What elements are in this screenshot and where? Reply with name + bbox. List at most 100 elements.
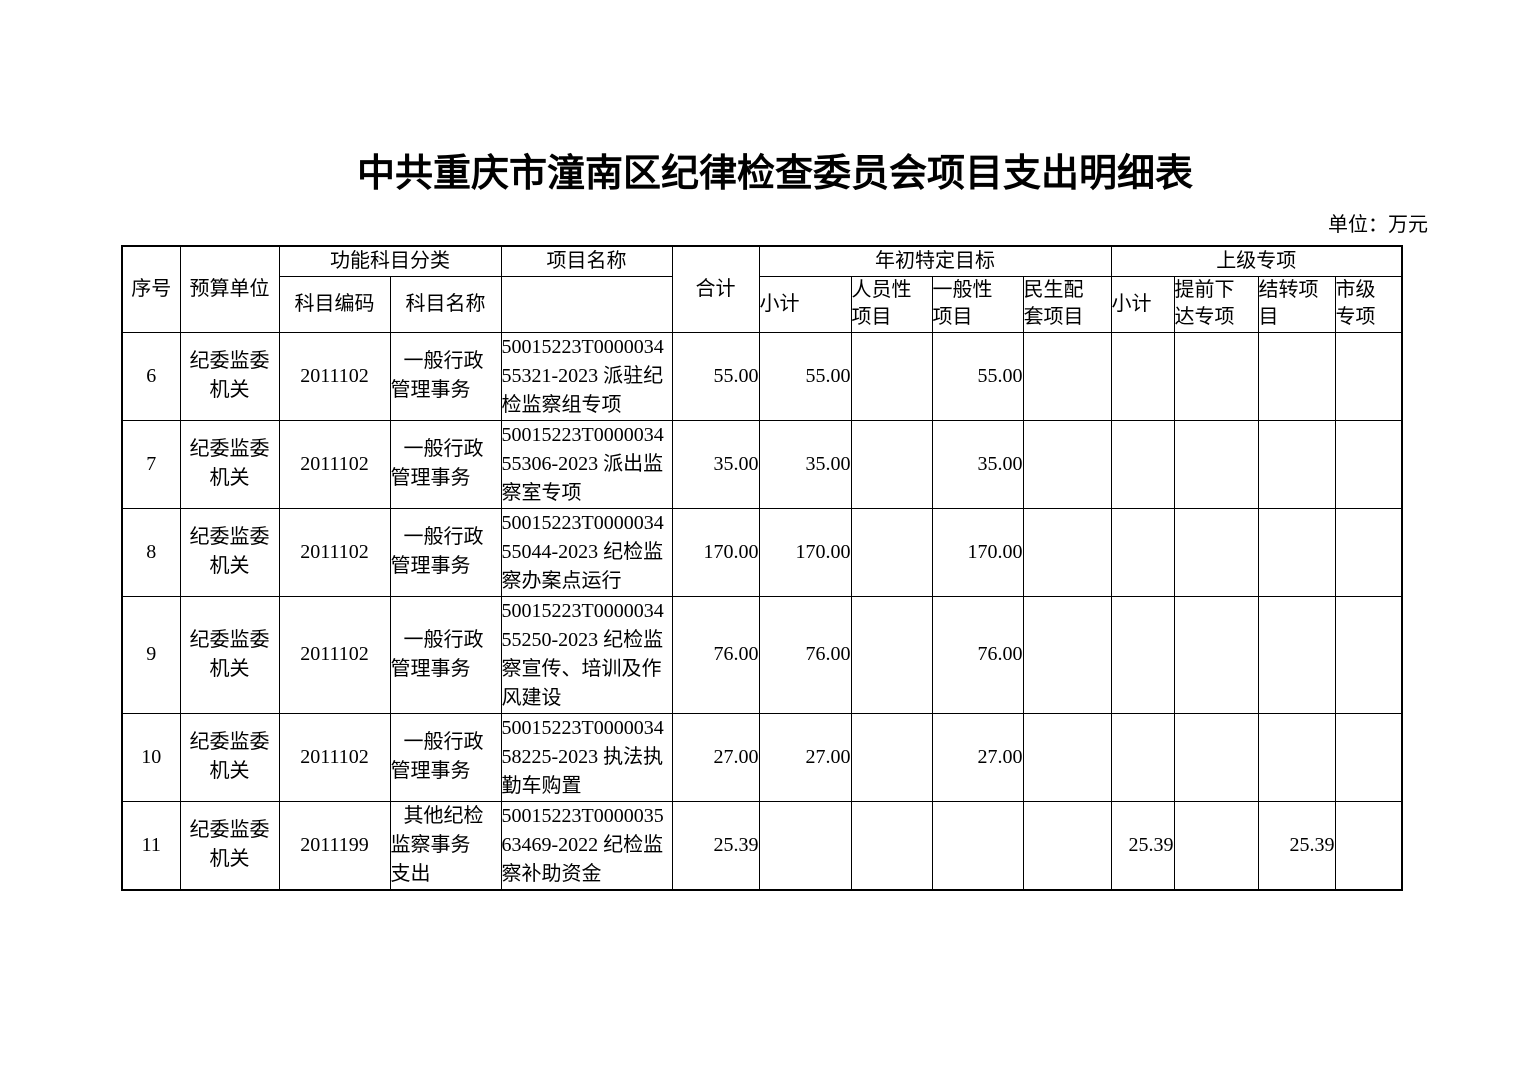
page-title: 中共重庆市潼南区纪律检查委员会项目支出明细表	[356, 153, 1193, 195]
cell-subject-name: 一般行政 管理事务	[389, 595, 502, 714]
cell-sup-carryover	[1257, 331, 1336, 421]
cell-sup-advance	[1173, 712, 1259, 802]
cell-yb-general: 170.00	[931, 507, 1024, 597]
cell-yb-general: 27.00	[931, 712, 1024, 802]
cell-sup-subtotal	[1110, 712, 1175, 802]
cell-subject-code: 2011102	[278, 712, 391, 802]
cell-seq: 11	[121, 800, 181, 890]
header-superior-group: 上级专项	[1110, 245, 1403, 277]
cell-seq: 8	[121, 507, 181, 597]
header-yb-personnel: 人员性 项目	[850, 275, 933, 333]
cell-yb-personnel	[850, 712, 933, 802]
cell-sup-municipal	[1334, 331, 1403, 421]
expenditure-table: 序号 预算单位 功能科目分类 项目名称 合计 年初特定目标 上级专项 科目编码 …	[121, 245, 1403, 891]
table-row: 8 纪委监委 机关 2011102 一般行政 管理事务 50015223T000…	[121, 507, 1403, 597]
header-row-bottom: 科目编码 科目名称 小计 人员性 项目 一般性 项目 民生配 套项目 小计 提前…	[122, 275, 1403, 333]
cell-project-name: 50015223T0000034 58225-2023 执法执 勤车购置	[500, 712, 673, 802]
cell-sup-carryover: 25.39	[1257, 800, 1336, 890]
cell-budget-unit: 纪委监委 机关	[179, 419, 280, 509]
cell-seq: 6	[121, 331, 181, 421]
header-subject-code: 科目编码	[278, 275, 391, 333]
cell-total: 55.00	[671, 331, 760, 421]
cell-sup-advance	[1173, 595, 1259, 714]
cell-subject-name: 一般行政 管理事务	[389, 712, 502, 802]
cell-sup-carryover	[1257, 712, 1336, 802]
cell-yb-general	[931, 800, 1024, 890]
header-subject-name: 科目名称	[389, 275, 502, 333]
cell-total: 27.00	[671, 712, 760, 802]
header-total: 合计	[671, 245, 760, 333]
cell-yb-personnel	[850, 595, 933, 714]
cell-total: 170.00	[671, 507, 760, 597]
header-sup-carryover: 结转项 目	[1257, 275, 1336, 333]
unit-note: 单位：万元	[1328, 214, 1428, 236]
cell-seq: 9	[121, 595, 181, 714]
header-budget-unit: 预算单位	[179, 245, 280, 333]
cell-subject-name: 一般行政 管理事务	[389, 419, 502, 509]
header-sup-municipal: 市级 专项	[1334, 275, 1403, 333]
cell-seq: 7	[121, 419, 181, 509]
cell-seq: 10	[121, 712, 181, 802]
cell-sup-advance	[1173, 800, 1259, 890]
cell-subject-code: 2011102	[278, 507, 391, 597]
header-year-begin-group: 年初特定目标	[758, 245, 1112, 277]
cell-sup-municipal	[1334, 507, 1403, 597]
cell-sup-advance	[1173, 507, 1259, 597]
cell-sup-advance	[1173, 419, 1259, 509]
cell-budget-unit: 纪委监委 机关	[179, 595, 280, 714]
table-row: 9 纪委监委 机关 2011102 一般行政 管理事务 50015223T000…	[121, 595, 1403, 714]
cell-yb-livelihood	[1022, 507, 1112, 597]
cell-project-name: 50015223T0000034 55044-2023 纪检监 察办案点运行	[500, 507, 673, 597]
table-row: 11 纪委监委 机关 2011199 其他纪检 监察事务 支出 50015223…	[121, 800, 1403, 890]
cell-total: 76.00	[671, 595, 760, 714]
cell-project-name: 50015223T0000035 63469-2022 纪检监 察补助资金	[500, 800, 673, 890]
cell-sup-municipal	[1334, 712, 1403, 802]
cell-yb-livelihood	[1022, 419, 1112, 509]
cell-yb-subtotal: 35.00	[758, 419, 852, 509]
cell-yb-livelihood	[1022, 595, 1112, 714]
cell-yb-personnel	[850, 419, 933, 509]
cell-budget-unit: 纪委监委 机关	[179, 507, 280, 597]
header-sup-subtotal: 小计	[1110, 275, 1175, 333]
cell-sup-subtotal	[1110, 419, 1175, 509]
cell-yb-subtotal: 76.00	[758, 595, 852, 714]
header-project-name: 项目名称	[500, 245, 673, 277]
cell-sup-municipal	[1334, 595, 1403, 714]
cell-sup-carryover	[1257, 595, 1336, 714]
cell-yb-general: 76.00	[931, 595, 1024, 714]
cell-yb-general: 55.00	[931, 331, 1024, 421]
cell-sup-subtotal	[1110, 595, 1175, 714]
cell-yb-subtotal: 55.00	[758, 331, 852, 421]
header-yb-subtotal: 小计	[758, 275, 852, 333]
cell-sup-carryover	[1257, 419, 1336, 509]
cell-subject-code: 2011102	[278, 419, 391, 509]
cell-yb-personnel	[850, 331, 933, 421]
table-row: 6 纪委监委 机关 2011102 一般行政 管理事务 50015223T000…	[121, 331, 1403, 421]
cell-total: 35.00	[671, 419, 760, 509]
cell-yb-subtotal: 170.00	[758, 507, 852, 597]
cell-yb-livelihood	[1022, 800, 1112, 890]
cell-subject-code: 2011102	[278, 331, 391, 421]
cell-sup-subtotal	[1110, 507, 1175, 597]
cell-yb-personnel	[850, 800, 933, 890]
header-row-top: 序号 预算单位 功能科目分类 项目名称 合计 年初特定目标 上级专项	[121, 245, 1403, 333]
cell-project-name: 50015223T0000034 55250-2023 纪检监 察宣传、培训及作…	[500, 595, 673, 714]
cell-project-name: 50015223T0000034 55306-2023 派出监 察室专项	[500, 419, 673, 509]
header-yb-general: 一般性 项目	[931, 275, 1024, 333]
cell-yb-general: 35.00	[931, 419, 1024, 509]
header-func-category: 功能科目分类	[278, 245, 502, 277]
cell-project-name: 50015223T0000034 55321-2023 派驻纪 检监察组专项	[500, 331, 673, 421]
cell-yb-livelihood	[1022, 712, 1112, 802]
cell-sup-municipal	[1334, 800, 1403, 890]
cell-yb-personnel	[850, 507, 933, 597]
table-row: 7 纪委监委 机关 2011102 一般行政 管理事务 50015223T000…	[121, 419, 1403, 509]
header-seq: 序号	[121, 245, 181, 333]
cell-sup-advance	[1173, 331, 1259, 421]
cell-subject-name: 一般行政 管理事务	[389, 331, 502, 421]
cell-subject-code: 2011102	[278, 595, 391, 714]
cell-yb-subtotal: 27.00	[758, 712, 852, 802]
cell-total: 25.39	[671, 800, 760, 890]
cell-sup-carryover	[1257, 507, 1336, 597]
header-sup-advance: 提前下 达专项	[1173, 275, 1259, 333]
